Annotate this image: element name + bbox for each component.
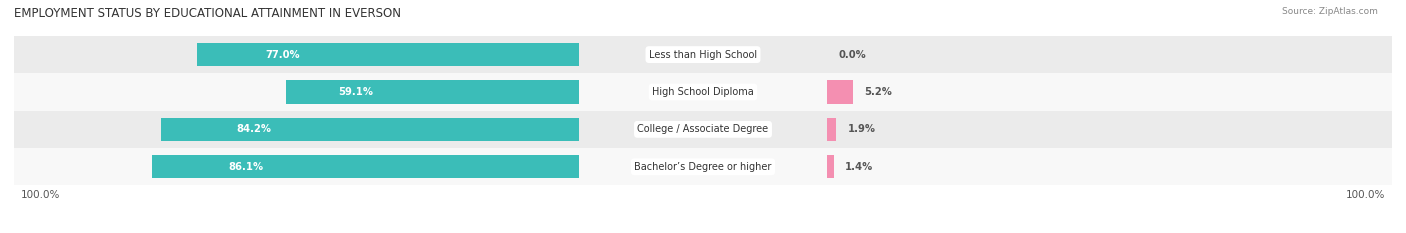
Text: Bachelor’s Degree or higher: Bachelor’s Degree or higher (634, 162, 772, 172)
Bar (285, 80, 579, 104)
Text: EMPLOYMENT STATUS BY EDUCATIONAL ATTAINMENT IN EVERSON: EMPLOYMENT STATUS BY EDUCATIONAL ATTAINM… (14, 7, 401, 20)
Bar (14, 36, 1392, 73)
Text: 84.2%: 84.2% (236, 124, 271, 134)
Text: 1.4%: 1.4% (845, 162, 873, 172)
Bar (827, 155, 834, 178)
Text: 1.9%: 1.9% (848, 124, 876, 134)
Text: Less than High School: Less than High School (650, 50, 756, 60)
Bar (827, 80, 853, 104)
Bar (152, 155, 579, 178)
Text: High School Diploma: High School Diploma (652, 87, 754, 97)
Text: 100.0%: 100.0% (1346, 190, 1385, 200)
Text: 86.1%: 86.1% (229, 162, 264, 172)
Text: Source: ZipAtlas.com: Source: ZipAtlas.com (1282, 7, 1378, 16)
Bar (14, 73, 1392, 111)
Text: College / Associate Degree: College / Associate Degree (637, 124, 769, 134)
Text: 0.0%: 0.0% (838, 50, 866, 60)
Text: 77.0%: 77.0% (266, 50, 301, 60)
Bar (14, 148, 1392, 185)
Bar (14, 111, 1392, 148)
Text: 5.2%: 5.2% (863, 87, 891, 97)
Bar (162, 118, 579, 141)
Bar (827, 118, 837, 141)
Text: 100.0%: 100.0% (21, 190, 60, 200)
Bar (197, 43, 579, 66)
Text: 59.1%: 59.1% (339, 87, 374, 97)
